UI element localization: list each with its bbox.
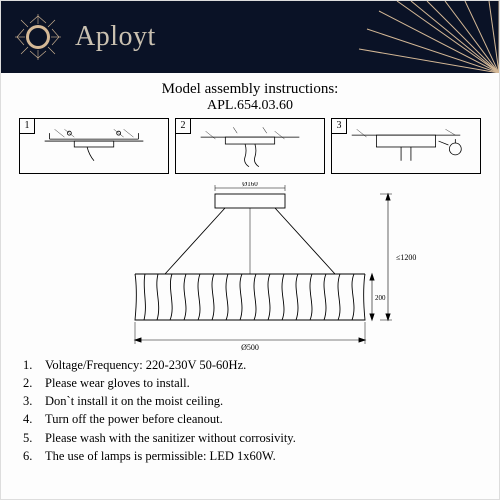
item-num: 1.	[23, 356, 45, 374]
item-text: Please wash with the sanitizer without c…	[45, 429, 296, 447]
item-num: 5.	[23, 429, 45, 447]
brand-banner: Aployt	[1, 1, 499, 73]
step-panel: 3	[331, 118, 481, 174]
instruction-list: 1. Voltage/Frequency: 220-230V 50-60Hz. …	[19, 356, 481, 465]
item-num: 3.	[23, 392, 45, 410]
dim-total-height: ≤1200	[396, 253, 416, 262]
step3-diagram-icon	[332, 119, 480, 173]
dim-canopy-width: Ø160	[242, 182, 258, 188]
step1-diagram-icon	[20, 119, 168, 173]
step-panel: 1	[19, 118, 169, 174]
page-title: Model assembly instructions:	[19, 81, 481, 98]
step2-diagram-icon	[176, 119, 324, 173]
item-text: Don`t install it on the moist ceiling.	[45, 392, 223, 410]
item-num: 2.	[23, 374, 45, 392]
step-number: 3	[332, 119, 347, 134]
list-item: 6. The use of lamps is permissible: LED …	[23, 447, 481, 465]
rays-decoration-icon	[349, 1, 499, 73]
list-item: 2. Please wear gloves to install.	[23, 374, 481, 392]
item-text: Voltage/Frequency: 220-230V 50-60Hz.	[45, 356, 246, 374]
list-item: 1. Voltage/Frequency: 220-230V 50-60Hz.	[23, 356, 481, 374]
model-number: APL.654.03.60	[19, 98, 481, 114]
technical-drawing: Ø160 Ø500 ≤1200 200	[19, 182, 481, 352]
content-area: Model assembly instructions: APL.654.03.…	[1, 73, 499, 499]
step-number: 1	[20, 119, 35, 134]
item-text: Please wear gloves to install.	[45, 374, 190, 392]
step-number: 2	[176, 119, 191, 134]
list-item: 5. Please wash with the sanitizer withou…	[23, 429, 481, 447]
assembly-steps: 1	[19, 118, 481, 174]
item-text: The use of lamps is permissible: LED 1x6…	[45, 447, 276, 465]
dim-body-width: Ø500	[241, 343, 259, 352]
step-panel: 2	[175, 118, 325, 174]
list-item: 4. Turn off the power before cleanout.	[23, 410, 481, 428]
brand-name: Aployt	[75, 21, 156, 53]
item-num: 6.	[23, 447, 45, 465]
page: Aployt Model assembly instructions:	[0, 0, 500, 500]
item-num: 4.	[23, 410, 45, 428]
eclipse-logo-icon	[15, 14, 61, 60]
list-item: 3. Don`t install it on the moist ceiling…	[23, 392, 481, 410]
dim-shade-height: 200	[375, 294, 386, 302]
item-text: Turn off the power before cleanout.	[45, 410, 223, 428]
